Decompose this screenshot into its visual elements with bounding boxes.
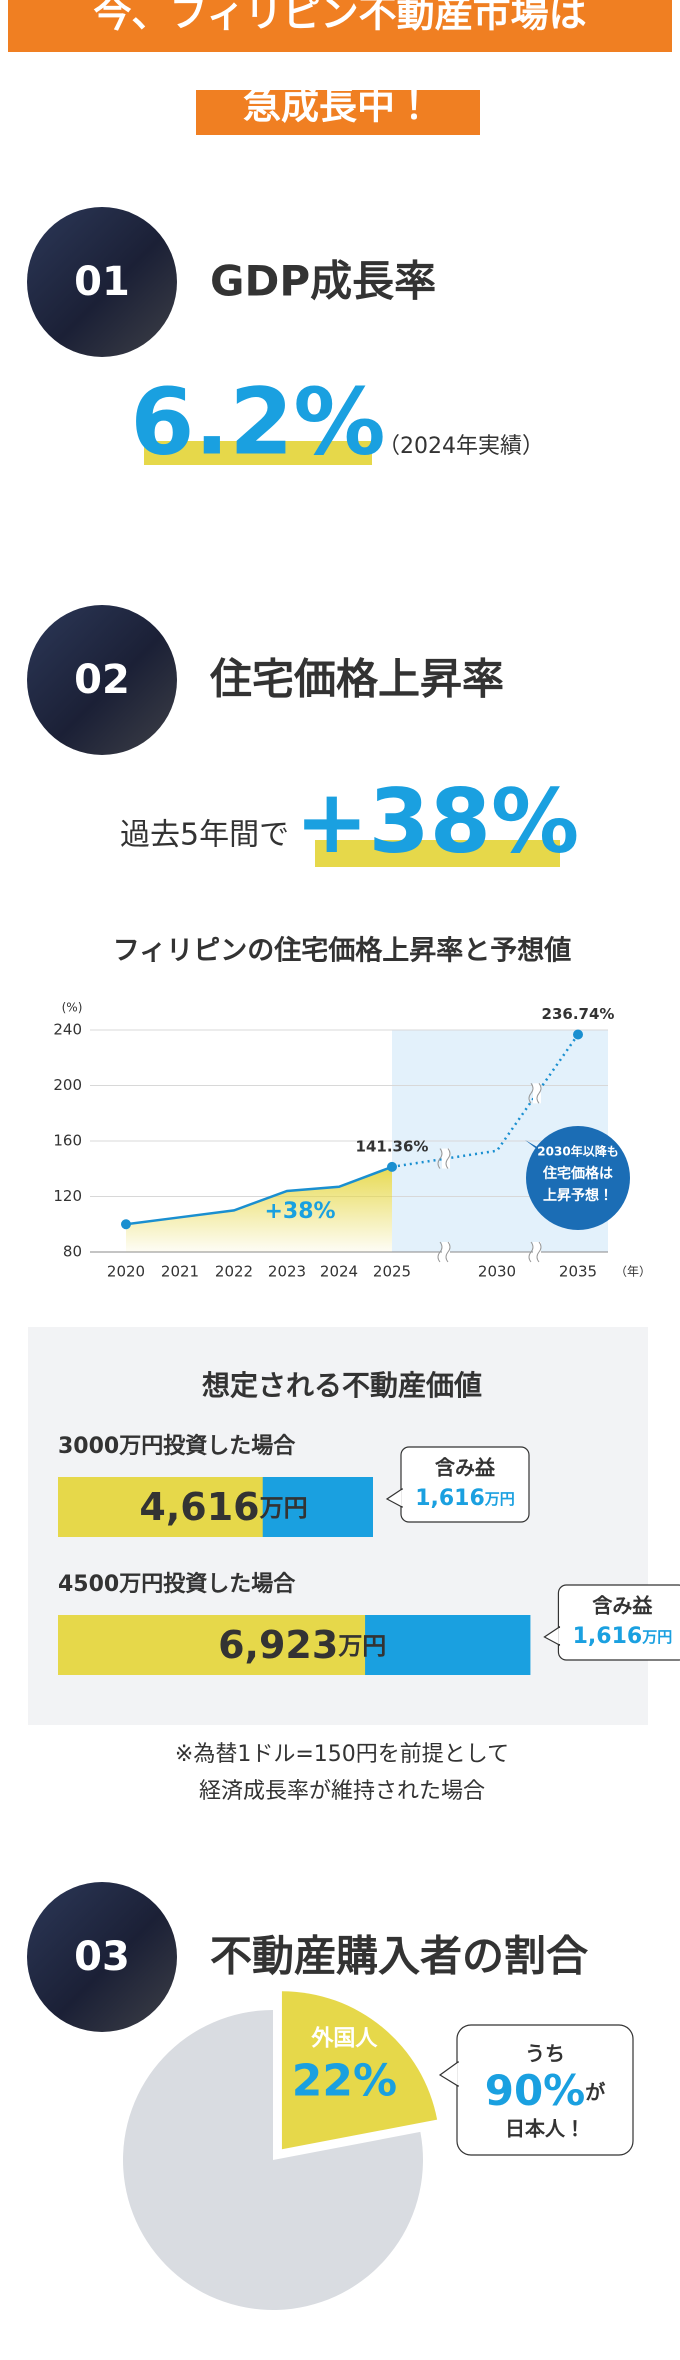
callout-text: 住宅価格は [542,1165,613,1182]
gain-box [557,1584,680,1661]
gain-value: 1,616 [573,1624,643,1649]
point [121,1219,131,1230]
x-tick-label: 2023 [268,1263,306,1281]
pie-label: 外国人 [310,2026,378,2052]
price-value: +38% [295,770,579,873]
y-tick-label: 80 [63,1243,82,1261]
gain-title: 含み益 [435,1456,496,1480]
header-title: 急成長中！ [243,84,433,128]
section-title: GDP成長率 [210,257,436,306]
highlight [144,441,372,465]
axis-break [533,1083,541,1104]
bar-value: 6,923 [218,1623,338,1667]
chart-title: フィリピンの住宅価格上昇率と予想値 [113,935,571,967]
section-title: 不動産購入者の割合 [210,1932,589,1981]
section-title: 住宅価格上昇率 [209,655,504,704]
x-tick-label: 2022 [215,1263,253,1281]
x-tick-label: 2025 [373,1263,411,1281]
header-band [8,0,672,52]
point [387,1161,397,1172]
gain-box [400,1446,530,1523]
pie-slice [281,1991,438,2150]
axis-break-line [536,1241,542,1263]
y-tick-label: 160 [53,1132,82,1150]
axis-break-line [437,1241,443,1263]
axis-break [442,1148,450,1169]
pie-value: 22% [292,2056,397,2107]
gain-title: 含み益 [592,1594,653,1618]
callout-text: 上昇予想！ [543,1187,613,1204]
gdp-value: 6.2% [130,368,385,475]
y-tick-label: 120 [53,1187,82,1205]
row-label: 3000万円投資した場合 [58,1433,296,1459]
gain-value: 1,616万円 [573,1624,673,1649]
row-label: 4500万円投資した場合 [58,1571,296,1597]
callout-value: 90% [485,2066,586,2115]
number-badge [27,207,177,357]
gain-unit: 万円 [641,1628,672,1646]
gain-unit: 万円 [484,1490,515,1508]
callout-suffix: が [585,2080,605,2104]
section-number: 03 [74,1934,130,1980]
bar-unit: 万円 [338,1632,386,1660]
callout-text: 日本人！ [505,2117,585,2141]
annotation: +38% [264,1199,335,1224]
y-tick-label: 200 [53,1076,82,1094]
callout-text: 2030年以降も [537,1144,618,1159]
gdp-note: （2024年実績） [378,434,544,459]
section-number: 02 [74,657,130,703]
number-badge [27,605,177,755]
lead-text: 過去5年間で [120,818,289,853]
x-tick-label: 2035 [559,1263,597,1281]
header-band [196,90,480,135]
axis-break-line [528,1083,534,1104]
callout [526,1126,630,1230]
bar-unit: 万円 [260,1494,308,1522]
axis-break-line [445,1241,451,1263]
gain-value: 1,616 [415,1486,485,1511]
x-tick-label: 2020 [107,1263,145,1281]
x-unit: （年） [615,1265,651,1279]
estimate-note: ※為替1ドル=150円を前提として [175,1742,509,1767]
section-number: 01 [74,259,130,305]
estimate-note: 経済成長率が維持された場合 [199,1779,485,1804]
bar-value: 6,923万円 [218,1623,386,1667]
x-tick-label: 2030 [478,1263,516,1281]
estimate-title: 想定される不動産価値 [202,1369,482,1402]
axis-break-line [536,1083,542,1104]
line-actual [125,1165,393,1226]
callout-value: 90%が [485,2066,606,2115]
value-label: 141.36% [356,1137,429,1155]
pie-slice [123,2010,424,2311]
x-tick-label: 2021 [161,1263,199,1281]
area [126,1166,392,1252]
y-unit: (%) [62,1001,83,1015]
header-title: 今、フィリピン不動産市場は [93,0,586,36]
axis-break-line [528,1241,534,1263]
bar-value: 4,616万円 [139,1485,307,1529]
axis-break [442,1242,450,1262]
point [573,1029,583,1040]
highlight [315,840,560,867]
axis-break [533,1242,541,1262]
y-tick-label: 240 [53,1021,82,1039]
axis-break-line [445,1148,451,1169]
callout-tail [438,2060,459,2088]
axis-break-line [437,1148,443,1169]
bar-invest [58,1477,263,1537]
bar-value: 4,616 [139,1485,259,1529]
callout-box [456,2024,634,2156]
gain-value: 1,616万円 [415,1486,515,1511]
value-label: 236.74% [542,1005,615,1023]
x-tick-label: 2024 [320,1263,358,1281]
number-badge [27,1882,177,2032]
bar-invest [58,1615,366,1675]
callout-text: うち [525,2042,565,2066]
